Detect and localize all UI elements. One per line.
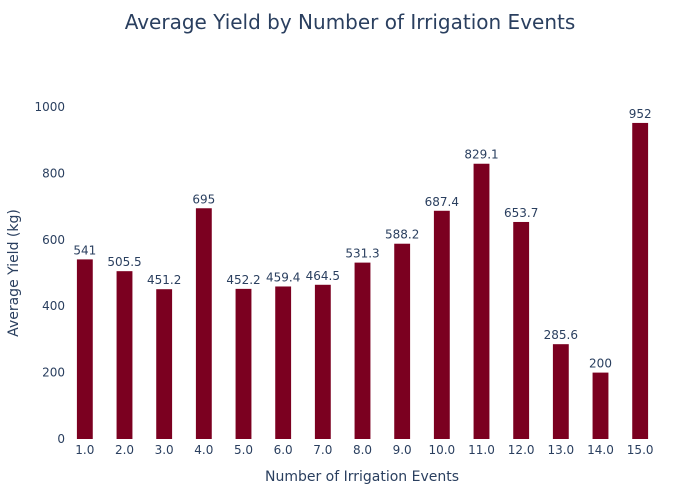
- bar-value-label: 452.2: [226, 273, 260, 287]
- bar: [116, 271, 133, 439]
- bar-value-label: 653.7: [504, 206, 538, 220]
- bar: [195, 208, 212, 439]
- bar-value-label: 829.1: [464, 148, 498, 162]
- bar: [473, 163, 490, 439]
- bar: [314, 284, 331, 439]
- bar-value-label: 505.5: [107, 255, 141, 269]
- bar: [433, 210, 450, 439]
- y-tick-label: 800: [42, 166, 65, 180]
- bar-value-label: 952: [629, 107, 652, 121]
- bar-value-label: 588.2: [385, 228, 419, 242]
- bar: [513, 221, 530, 439]
- bar-value-label: 464.5: [306, 269, 340, 283]
- bar: [592, 372, 609, 439]
- bar-value-label: 459.4: [266, 270, 300, 284]
- y-tick-label: 0: [57, 432, 65, 446]
- bar: [76, 259, 93, 439]
- x-tick-label: 15.0: [627, 443, 654, 457]
- y-tick-label: 600: [42, 233, 65, 247]
- bar: [156, 289, 173, 439]
- bar-value-label: 687.4: [425, 195, 459, 209]
- bar-value-label: 285.6: [544, 328, 578, 342]
- x-tick-label: 5.0: [234, 443, 253, 457]
- x-tick-label: 7.0: [313, 443, 332, 457]
- bars-group: [76, 122, 649, 439]
- x-tick-label: 3.0: [155, 443, 174, 457]
- x-tick-label: 10.0: [428, 443, 455, 457]
- y-tick-label: 200: [42, 366, 65, 380]
- bar-value-label: 531.3: [345, 247, 379, 261]
- x-tick-label: 6.0: [274, 443, 293, 457]
- bar-value-label: 451.2: [147, 273, 181, 287]
- bar-value-label: 200: [589, 357, 612, 371]
- y-tick-label: 1000: [34, 100, 65, 114]
- bar-value-label: 695: [192, 192, 215, 206]
- y-axis-title: Average Yield (kg): [6, 209, 22, 337]
- x-tick-label: 13.0: [547, 443, 574, 457]
- x-tick-label: 11.0: [468, 443, 495, 457]
- chart-title: Average Yield by Number of Irrigation Ev…: [125, 10, 576, 34]
- bar: [354, 262, 371, 439]
- bar: [394, 243, 411, 439]
- bar: [632, 122, 649, 439]
- x-tick-label: 4.0: [194, 443, 213, 457]
- x-tick-label: 1.0: [75, 443, 94, 457]
- x-axis-ticks: 1.0 2.0 3.0 4.0 5.0 6.0 7.0 8.0 9.0 10.0 11.0 12.0 1…: [75, 443, 653, 457]
- x-tick-label: 8.0: [353, 443, 372, 457]
- bar: [552, 344, 569, 439]
- bar-value-label: 541: [73, 243, 96, 257]
- bar: [275, 286, 292, 439]
- bar: [235, 288, 252, 439]
- data-labels-group: 541 505.5 451.2 695 452.2 459.4 464.5 531.3 588.…: [73, 107, 651, 371]
- x-tick-label: 12.0: [508, 443, 535, 457]
- y-tick-label: 400: [42, 299, 65, 313]
- x-axis-title: Number of Irrigation Events: [265, 469, 459, 485]
- y-axis-ticks: 0 200 400 600 800 1000: [34, 100, 65, 446]
- x-tick-label: 9.0: [393, 443, 412, 457]
- x-tick-label: 14.0: [587, 443, 614, 457]
- x-tick-label: 2.0: [115, 443, 134, 457]
